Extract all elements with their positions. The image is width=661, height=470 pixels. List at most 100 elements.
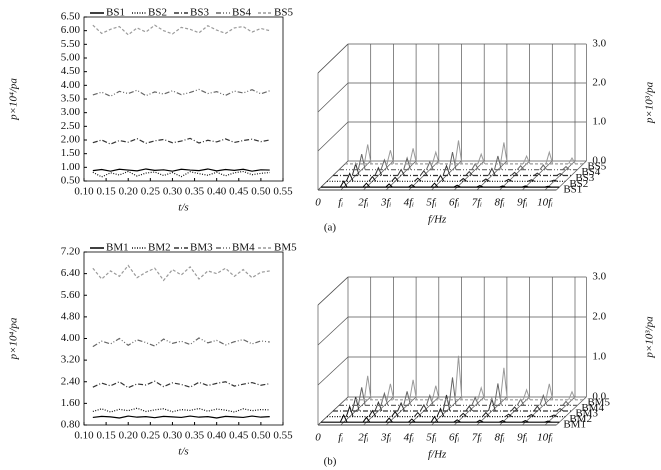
spectrum-peak (374, 400, 383, 412)
y-tick-label: 1.0 (592, 116, 606, 128)
spectrum-peak (391, 410, 399, 417)
y-axis-label: p×10³/pa (644, 316, 656, 359)
grid-line (317, 121, 349, 152)
spectrum-peak (409, 379, 417, 400)
y-axis-label: p×10⁴/pa (8, 78, 20, 121)
spectrum-peak (499, 185, 507, 188)
grid-line (453, 160, 485, 191)
floor-edge (556, 396, 587, 426)
y-tick-label: 3.0 (592, 271, 606, 283)
x-tick-label: 7fᵢ (472, 432, 483, 444)
spectrum-peak (539, 393, 548, 406)
x-tick-label: 5fᵢ (426, 432, 437, 444)
spectrum-peak (374, 166, 383, 176)
y-tick-label: 2.0 (592, 311, 606, 323)
spectrum-peak (476, 419, 484, 423)
series-label: BM2 (569, 413, 592, 425)
x-axis-label: t/s (178, 202, 188, 214)
spectrum-peak (568, 390, 576, 400)
y-tick-label: 4.50 (61, 65, 81, 77)
grid-line (317, 356, 349, 386)
spectrum-peak (522, 388, 531, 400)
spectrum-peak (527, 179, 535, 182)
spectrum-peak (504, 413, 513, 418)
spectrum-peak (498, 420, 507, 423)
series-line (92, 137, 270, 145)
y-tick-label: 5.50 (61, 38, 81, 50)
x-tick-label: 9fᵢ (517, 197, 528, 209)
spectrum-peak (436, 407, 445, 417)
x-tick-label: 3fᵢ (380, 197, 392, 209)
spectrum-peak (419, 169, 428, 176)
spectrum-peak (403, 391, 411, 406)
spectrum-peak (522, 154, 531, 165)
spectrum-peak (545, 383, 554, 400)
series-line (92, 407, 270, 413)
spectrum-peak (409, 148, 417, 165)
spectrum-peak (453, 184, 461, 188)
spectrum-peak (431, 385, 440, 400)
spectrum-peak (477, 152, 486, 165)
spectrum-peak (521, 185, 529, 188)
grid-line (453, 396, 485, 426)
spectrum-peak (539, 164, 548, 170)
spectrum-peak (397, 168, 405, 176)
spectrum-peak (465, 170, 473, 176)
plot-frame (83, 251, 284, 426)
spectrum-peak (380, 391, 389, 406)
spectrum-peak (425, 160, 434, 170)
x-tick-label: 8fᵢ (494, 197, 505, 209)
series-line (92, 24, 270, 36)
spectrum-peak (414, 177, 422, 182)
series-line (92, 170, 270, 178)
legend-label: BM3 (190, 242, 213, 254)
grid-line (476, 160, 508, 191)
x-tick-label: 0.50 (251, 430, 271, 442)
series-label: BS1 (563, 184, 582, 196)
spectrum-peak (471, 162, 480, 170)
x-tick-label: 3fᵢ (380, 432, 392, 444)
spectrum-peak (488, 167, 496, 176)
x-tick-label: 0.55 (273, 430, 293, 442)
y-tick-label: 2.50 (61, 120, 81, 132)
legend-label: BS3 (190, 7, 209, 19)
x-tick-label: 0.40 (207, 186, 227, 198)
spectrum-peak (386, 150, 395, 165)
y-tick-label: 5.60 (61, 289, 81, 301)
y-tick-label: 7.20 (61, 246, 81, 258)
x-tick-label: 0.25 (141, 430, 161, 442)
spectrum-peak (430, 182, 439, 188)
x-tick-label: 0.15 (96, 430, 116, 442)
spectrum-peak (544, 420, 552, 423)
x-axis-label: f/Hz (428, 449, 447, 461)
spectrum-peak (556, 172, 564, 176)
grid-line (317, 276, 349, 306)
legend-label: BS1 (106, 7, 125, 19)
x-tick-label: fᵢ (338, 432, 343, 444)
x-axis-label: f/Hz (428, 214, 447, 226)
y-tick-label: 6.50 (61, 11, 81, 23)
x-tick-label: 0.30 (163, 186, 183, 198)
spectrum-peak (454, 355, 463, 400)
spectrum-peak (550, 414, 558, 418)
spectrum-peak (521, 420, 529, 423)
y-tick-label: 3.00 (61, 106, 81, 118)
legend-label: BM2 (148, 242, 171, 254)
spectrum-peak (391, 176, 399, 182)
y-tick-label: 1.50 (61, 147, 81, 159)
spectrum-peak (442, 164, 451, 176)
spectrum-peak (510, 171, 519, 176)
spectrum-peak (339, 413, 348, 423)
spectrum-peak (556, 407, 564, 412)
x-tick-label: 6fᵢ (449, 432, 460, 444)
spectrum-peak (516, 165, 525, 171)
x-tick-label: fᵢ (338, 197, 343, 209)
x-tick-label: 0.15 (96, 186, 116, 198)
series-label: BS4 (581, 166, 600, 178)
series-line (92, 337, 270, 348)
legend-label: BS5 (274, 7, 293, 19)
spectrum-peak (494, 383, 502, 406)
spectrum-peak (482, 411, 490, 417)
spectrum-peak (453, 419, 461, 423)
x-tick-label: 0.45 (229, 430, 249, 442)
